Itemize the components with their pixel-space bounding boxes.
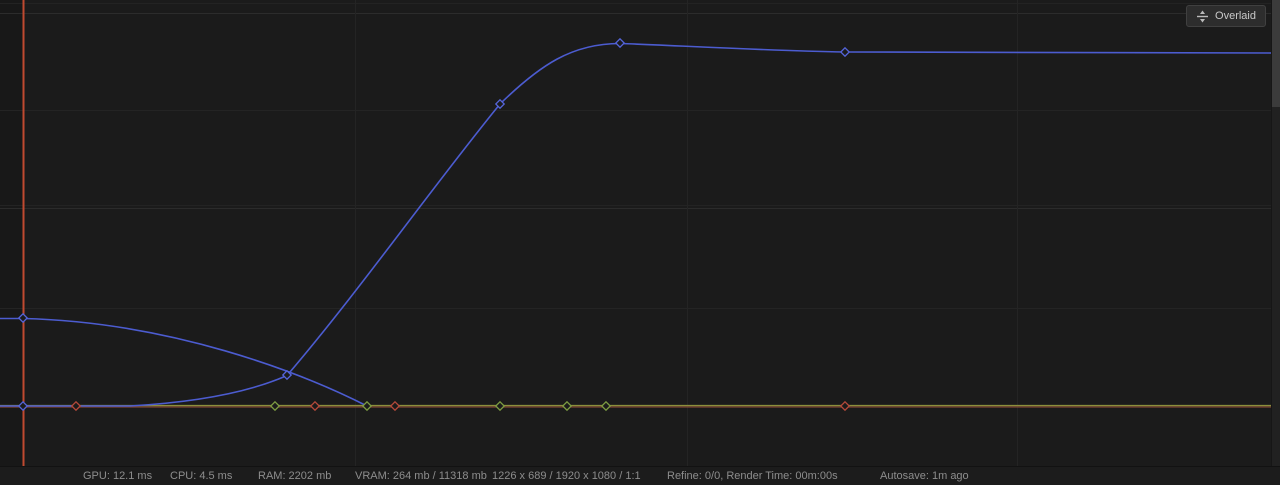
keyframe-diamond[interactable] (839, 46, 851, 58)
keyframe-diamond[interactable] (361, 400, 373, 412)
overlay-mode-label: Overlaid (1215, 10, 1256, 22)
overlay-split-icon (1196, 10, 1209, 23)
keyframe-diamond[interactable] (17, 312, 29, 324)
keyframe-diamond[interactable] (494, 400, 506, 412)
vertical-scrollbar-thumb[interactable] (1272, 0, 1280, 107)
resolution-stat: 1226 x 689 / 1920 x 1080 / 1:1 (492, 470, 641, 482)
curve-canvas[interactable] (0, 0, 1280, 466)
keyframe-diamond[interactable] (309, 400, 321, 412)
keyframe-diamond[interactable] (494, 98, 506, 110)
gpu-time-stat: GPU: 12.1 ms (83, 470, 153, 482)
autosave-stat: Autosave: 1m ago (880, 470, 969, 482)
keyframe-diamond[interactable] (614, 37, 626, 49)
vram-usage-stat: VRAM: 264 mb / 11318 mb (355, 470, 487, 482)
ram-usage-stat: RAM: 2202 mb (258, 470, 332, 482)
status-bar: GPU: 12.1 ms CPU: 4.5 ms RAM: 2202 mb VR… (0, 466, 1280, 485)
keyframe-diamond[interactable] (17, 400, 29, 412)
keyframe-diamond[interactable] (389, 400, 401, 412)
keyframe-diamond[interactable] (70, 400, 82, 412)
render-progress-stat: Refine: 0/0, Render Time: 00m:00s (667, 470, 838, 482)
curve-graph-area[interactable]: Overlaid (0, 0, 1280, 466)
keyframe-diamond[interactable] (269, 400, 281, 412)
blue-descending-curve[interactable] (0, 317, 368, 407)
blue-ascending-curve[interactable] (0, 42, 1273, 407)
overlay-mode-button[interactable]: Overlaid (1186, 5, 1266, 27)
keyframe-diamond[interactable] (281, 369, 293, 381)
keyframe-diamond[interactable] (600, 400, 612, 412)
keyframe-diamond[interactable] (839, 400, 851, 412)
keyframe-diamond[interactable] (561, 400, 573, 412)
pre-zero-shade (0, 0, 23, 466)
cpu-time-stat: CPU: 4.5 ms (170, 470, 233, 482)
vertical-scrollbar[interactable] (1271, 0, 1280, 466)
